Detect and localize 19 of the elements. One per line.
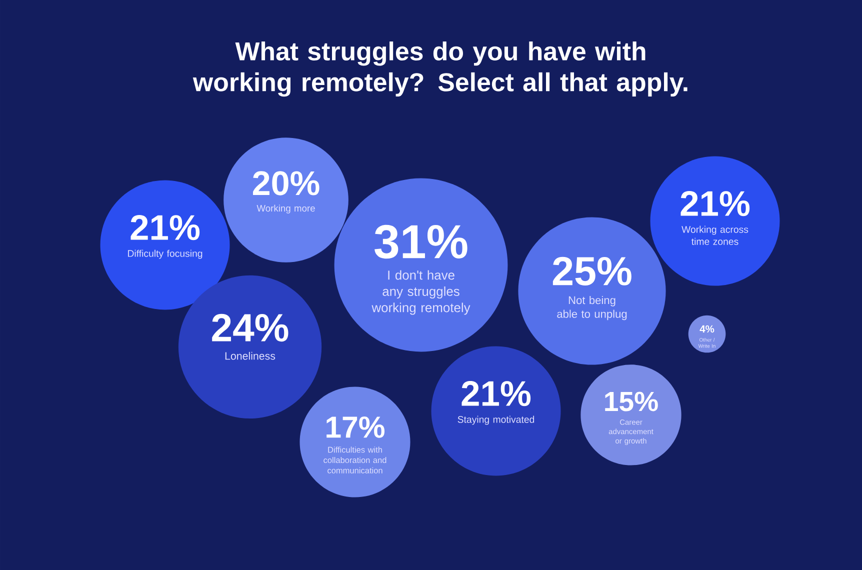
data-label: 21%: [462, 381, 531, 406]
data-label: 31%: [374, 224, 468, 259]
category-label: Not being able to unplug: [557, 296, 627, 320]
data-label: 21%: [680, 191, 750, 216]
category-label: Working across time zones: [682, 226, 748, 245]
category-label: Difficulty focusing: [128, 250, 202, 259]
data-label: 20%: [252, 171, 320, 196]
category-label: Staying motivated: [458, 416, 534, 425]
data-label: 15%: [605, 392, 658, 412]
category-label: I don't have any struggles working remotely: [372, 270, 470, 315]
data-label: 25%: [552, 256, 632, 286]
category-label: Working more: [256, 204, 315, 214]
data-label: 24%: [212, 314, 288, 342]
category-label: Difficulties with collaboration and communication: [324, 446, 386, 474]
category-label: Loneliness: [225, 352, 276, 360]
data-label: 21%: [130, 215, 200, 240]
data-label: 4%: [700, 325, 714, 333]
data-label: 17%: [326, 416, 384, 438]
text: What struggles do you have with working remotely? Select all that apply.: [192, 42, 688, 97]
